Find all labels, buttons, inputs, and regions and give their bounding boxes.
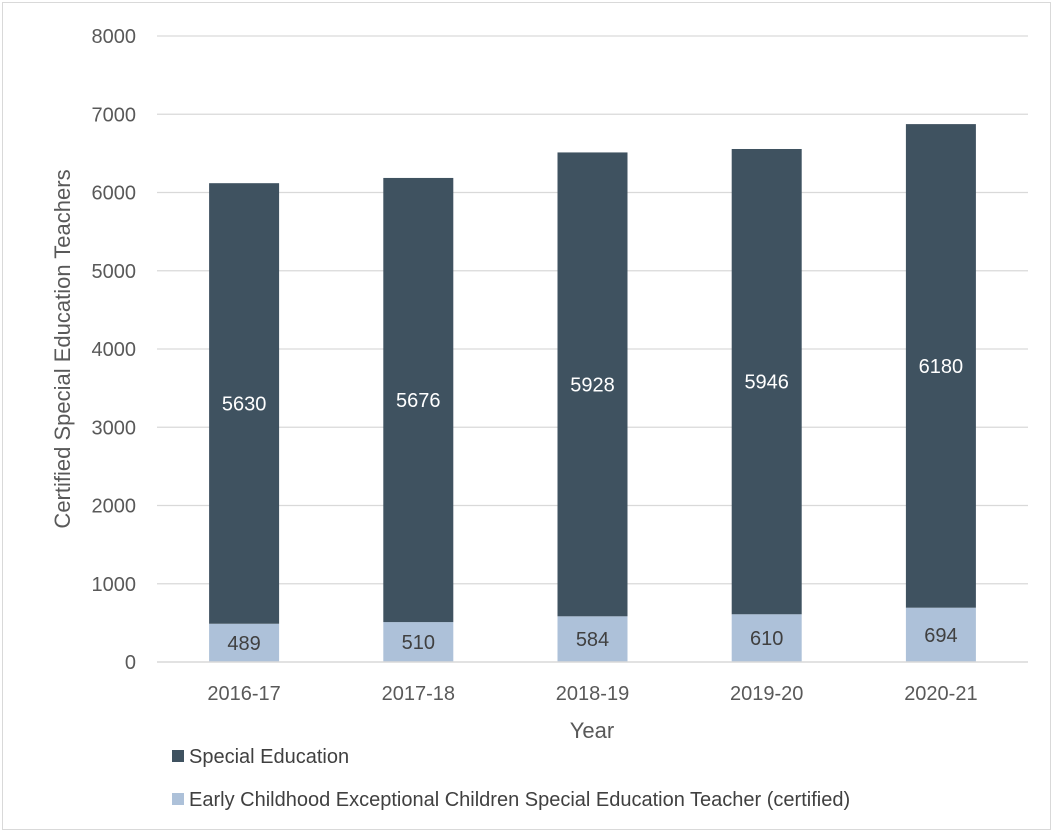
bar-segment: [383, 622, 454, 662]
x-tick-label: 2018-19: [556, 683, 629, 705]
legend-item: Early Childhood Exceptional Children Spe…: [172, 789, 850, 811]
legend-swatch: [172, 793, 184, 805]
x-tick-label: 2019-20: [730, 683, 803, 705]
data-label: 5928: [570, 374, 615, 396]
y-axis-ticks: 0 1000 2000 3000 4000 5000 6000 7000 8000: [92, 26, 137, 674]
y-tick-label: 1000: [92, 574, 137, 596]
bar-segment: [731, 614, 802, 662]
legend: Special Education Early Childhood Excepti…: [172, 746, 850, 811]
legend-item: Special Education: [172, 746, 349, 768]
y-tick-label: 3000: [92, 417, 137, 439]
x-tick-label: 2016-17: [207, 683, 280, 705]
data-label: 584: [576, 629, 609, 651]
y-tick-label: 7000: [92, 104, 137, 126]
legend-swatch: [172, 750, 184, 762]
x-tick-label: 2017-18: [382, 683, 455, 705]
bar-segment: [209, 183, 280, 624]
y-tick-label: 8000: [92, 26, 137, 48]
y-tick-label: 2000: [92, 496, 137, 518]
legend-label: Special Education: [189, 746, 349, 768]
y-tick-label: 4000: [92, 339, 137, 361]
bar-segment: [905, 124, 976, 608]
bars: [209, 124, 976, 662]
bar-segment: [209, 623, 280, 662]
data-label: 694: [924, 625, 957, 647]
data-labels: 489 5630 510 5676 584 5928 610 5946 694 6180: [222, 356, 963, 655]
bar-segment: [905, 607, 976, 662]
legend-label: Early Childhood Exceptional Children Spe…: [189, 789, 850, 811]
data-label: 489: [227, 633, 260, 655]
x-axis-title: Year: [570, 718, 614, 743]
y-tick-label: 6000: [92, 183, 137, 205]
y-tick-label: 0: [125, 652, 136, 674]
bar-segment: [383, 177, 454, 623]
data-label: 610: [750, 628, 783, 650]
data-label: 5946: [744, 372, 789, 394]
y-axis-title: Certified Special Education Teachers: [50, 169, 75, 528]
x-axis-ticks: 2016-17 2017-18 2018-19 2019-20 2020-21: [207, 683, 977, 705]
data-label: 6180: [919, 356, 964, 378]
data-label: 5676: [396, 390, 441, 412]
x-tick-label: 2020-21: [904, 683, 977, 705]
bar-segment: [731, 148, 802, 615]
data-label: 5630: [222, 393, 267, 415]
y-tick-label: 5000: [92, 261, 137, 283]
bar-segment: [557, 152, 628, 617]
data-label: 510: [402, 632, 435, 654]
bar-segment: [557, 616, 628, 662]
